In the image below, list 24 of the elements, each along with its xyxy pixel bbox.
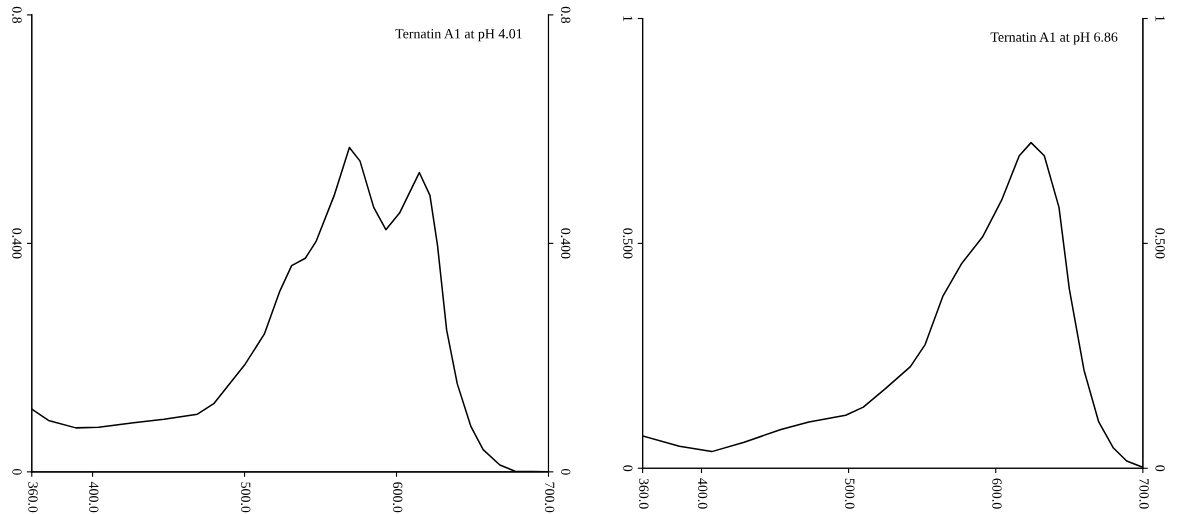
y-tick-label: 0.500 [623, 228, 633, 259]
y-tick-label: 0.8 [12, 6, 22, 24]
x-tick-label: 700.0 [544, 482, 555, 513]
y2-tick-label: 0 [561, 468, 571, 475]
x-tick-label: 360.0 [639, 478, 649, 509]
x-tick-label: 360.0 [28, 482, 38, 513]
x-tick-label: 400.0 [697, 478, 708, 509]
y2-tick-label: 1 [1155, 16, 1165, 22]
y2-tick-label: 0.8 [560, 6, 571, 24]
y2-tick-label: 0.500 [1155, 228, 1165, 259]
x-tick-label: 400.0 [89, 481, 99, 513]
x-tick-label: 500.0 [241, 482, 251, 513]
y-tick-label: 0.400 [12, 228, 22, 259]
x-tick-label: 500.0 [845, 478, 855, 509]
y2-tick-label: 0.400 [560, 228, 571, 259]
x-tick-label: 600.0 [992, 478, 1002, 509]
text: Ternatin A1 at pH 6.86 [990, 32, 1118, 45]
x-tick-label: 600.0 [392, 482, 403, 513]
y-tick-label: 1 [623, 16, 633, 22]
y-tick-label: 0 [623, 465, 633, 472]
x-tick-label: 700.0 [1139, 478, 1149, 509]
text: Ternatin A1 at pH 4.01 [395, 29, 522, 42]
y2-tick-label: 0 [1155, 465, 1165, 472]
y-tick-label: 0 [12, 468, 22, 475]
